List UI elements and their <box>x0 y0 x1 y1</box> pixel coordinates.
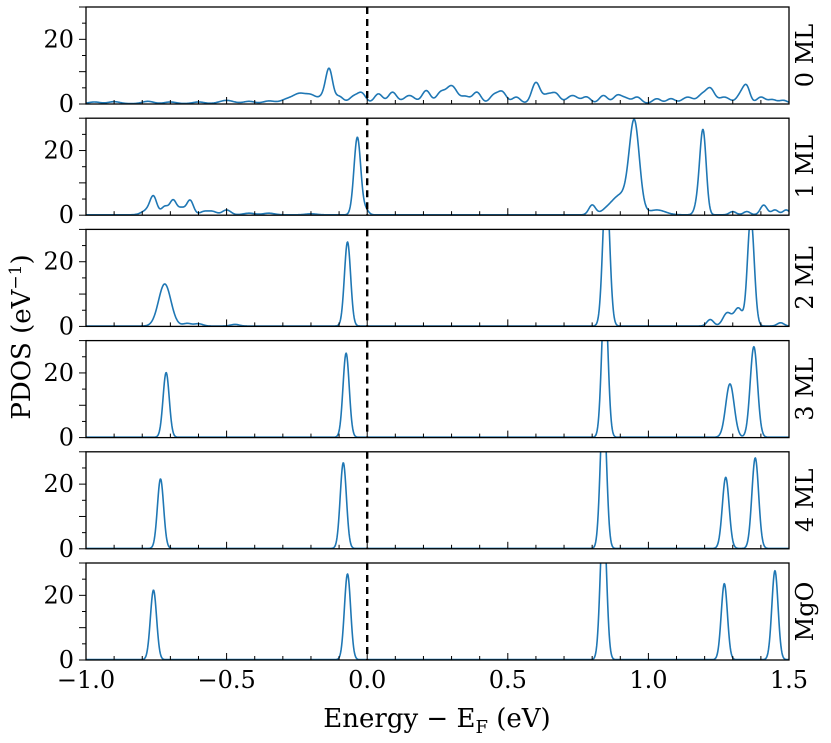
panels-group: 0 20 0 ML 0 20 1 ML 0 20 2 ML 0 20 3 ML 0 20 4 ML 0 20 Mg… <box>43 6 819 674</box>
x-tick-label: −0.5 <box>197 666 255 694</box>
y-tick-label: 0 <box>59 424 74 452</box>
x-axis-label-subscript: F <box>475 717 488 738</box>
y-tick-label: 0 <box>59 535 74 563</box>
panel-mgo: 0 20 MgO <box>43 562 819 674</box>
panel-1-ml: 0 20 1 ML <box>43 117 819 229</box>
panel-2-ml: 0 20 2 ML <box>43 228 819 340</box>
x-tick-label: −1.0 <box>57 666 115 694</box>
panel-frame <box>85 562 790 661</box>
y-axis-label-end: ) <box>7 254 37 264</box>
x-tick-label: 0.0 <box>348 666 386 694</box>
panel-frame <box>85 451 790 550</box>
x-tick-label: 1.0 <box>629 666 667 694</box>
panel-frame <box>85 228 790 328</box>
pdos-line <box>86 451 789 549</box>
y-tick-label: 20 <box>43 25 74 53</box>
panel-0-ml: 0 20 0 ML <box>43 6 819 118</box>
panel-label: 0 ML <box>791 24 819 87</box>
panel-frame <box>85 6 790 105</box>
panel-label: 1 ML <box>791 135 819 198</box>
pdos-line <box>86 67 789 104</box>
y-axis-label: PDOS (eV−1) <box>6 254 37 419</box>
y-axis-label-superscript: −1 <box>6 265 26 290</box>
x-tick-label: 1.5 <box>770 666 808 694</box>
y-axis-label-main: PDOS (eV <box>7 288 37 419</box>
y-tick-label: 20 <box>43 248 74 276</box>
y-tick-label: 20 <box>43 359 74 387</box>
y-tick-label: 20 <box>43 470 74 498</box>
panel-label: 4 ML <box>791 469 819 532</box>
pdos-line <box>86 563 789 660</box>
panel-frame <box>85 339 790 439</box>
panel-label: 2 ML <box>791 246 819 309</box>
pdos-line <box>86 118 789 216</box>
y-tick-label: 0 <box>59 312 74 340</box>
y-tick-label: 20 <box>43 581 74 609</box>
x-axis-label-unit: (eV) <box>488 704 551 734</box>
panel-label: 3 ML <box>791 357 819 420</box>
panel-label: MgO <box>791 582 819 642</box>
x-axis-label-main: Energy − E <box>323 704 475 734</box>
y-tick-label: 20 <box>43 137 74 165</box>
panel-3-ml: 0 20 3 ML <box>43 339 819 452</box>
pdos-line <box>86 340 789 438</box>
y-tick-label: 0 <box>59 90 74 118</box>
x-tick-label: 0.5 <box>489 666 527 694</box>
y-tick-label: 0 <box>59 646 74 674</box>
x-axis-label: Energy − EF (eV) <box>323 704 550 738</box>
y-tick-label: 0 <box>59 201 74 229</box>
x-tick-labels: −1.0 −0.5 0.0 0.5 1.0 1.5 <box>57 666 808 694</box>
panel-4-ml: 0 20 4 ML <box>43 451 819 563</box>
